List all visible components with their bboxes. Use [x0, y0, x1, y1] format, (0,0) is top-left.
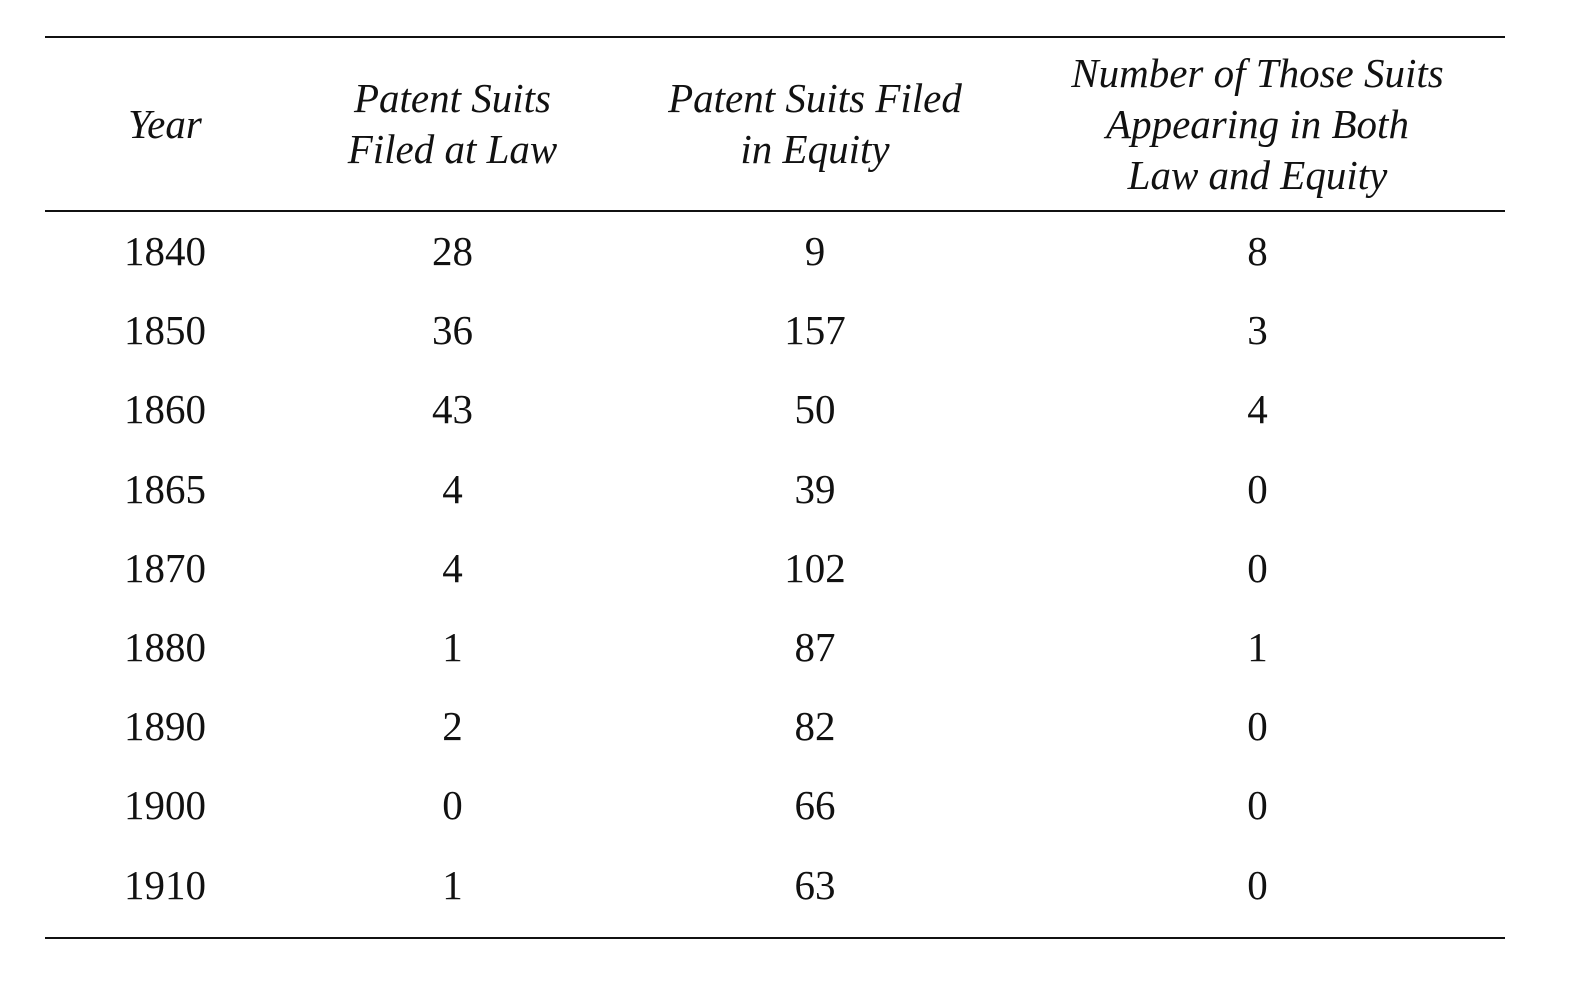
patent-suits-table: Year Patent Suits Filed at Law Patent Su… — [45, 36, 1505, 939]
header-rule — [45, 210, 1505, 212]
table-row: 1865 4 39 0 — [45, 450, 1505, 529]
cell-year: 1850 — [124, 307, 206, 354]
cell-equity: 66 — [794, 782, 836, 829]
cell-both: 0 — [1247, 465, 1268, 512]
cell-equity: 63 — [794, 861, 836, 908]
cell-year: 1880 — [124, 624, 206, 671]
cell-equity: 39 — [794, 465, 836, 512]
cell-equity: 157 — [784, 307, 846, 354]
cell-law: 4 — [442, 465, 463, 512]
cell-law: 2 — [442, 703, 463, 750]
table-bottom-rule — [45, 936, 1505, 939]
cell-both: 0 — [1247, 861, 1268, 908]
header-both: Number of Those Suits Appearing in Both … — [1071, 49, 1444, 198]
cell-equity: 87 — [794, 624, 836, 671]
cell-law: 43 — [432, 386, 473, 433]
cell-both: 0 — [1247, 703, 1268, 750]
cell-both: 8 — [1247, 228, 1268, 275]
table-row: 1860 43 50 4 — [45, 370, 1505, 449]
cell-equity: 50 — [794, 386, 836, 433]
header-equity: Patent Suits Filed in Equity — [668, 75, 962, 172]
cell-law: 1 — [442, 861, 463, 908]
table-row: 1910 1 63 0 — [45, 846, 1505, 925]
cell-law: 28 — [432, 228, 473, 275]
cell-both: 0 — [1247, 544, 1268, 591]
table-top-rule — [45, 36, 1505, 38]
header-law: Patent Suits Filed at Law — [347, 75, 558, 172]
cell-law: 0 — [442, 782, 463, 829]
header-year: Year — [128, 100, 202, 147]
cell-year: 1840 — [124, 228, 206, 275]
cell-equity: 102 — [784, 544, 846, 591]
table-row: 1840 28 9 8 — [45, 212, 1505, 291]
cell-equity: 9 — [804, 228, 826, 275]
table-header: Year Patent Suits Filed at Law Patent Su… — [45, 38, 1505, 210]
table-row: 1900 0 66 0 — [45, 766, 1505, 845]
cell-law: 4 — [442, 544, 463, 591]
table-row: 1870 4 102 0 — [45, 529, 1505, 608]
cell-year: 1910 — [124, 861, 206, 908]
cell-year: 1860 — [124, 386, 206, 433]
table-row: 1890 2 82 0 — [45, 687, 1505, 766]
cell-year: 1890 — [124, 703, 206, 750]
table-body: 1840 28 9 8 1850 36 157 3 1860 43 50 4 1865 4 39 0 1870 4… — [45, 212, 1505, 937]
table-row: 1850 36 157 3 — [45, 291, 1505, 370]
cell-year: 1865 — [124, 465, 206, 512]
cell-law: 1 — [442, 624, 463, 671]
cell-both: 1 — [1247, 624, 1268, 671]
cell-law: 36 — [432, 307, 473, 354]
table-row: 1880 1 87 1 — [45, 608, 1505, 687]
cell-both: 4 — [1247, 386, 1268, 433]
cell-year: 1900 — [124, 782, 206, 829]
cell-equity: 82 — [794, 703, 836, 750]
cell-both: 0 — [1247, 782, 1268, 829]
cell-both: 3 — [1247, 307, 1268, 354]
cell-year: 1870 — [124, 544, 206, 591]
